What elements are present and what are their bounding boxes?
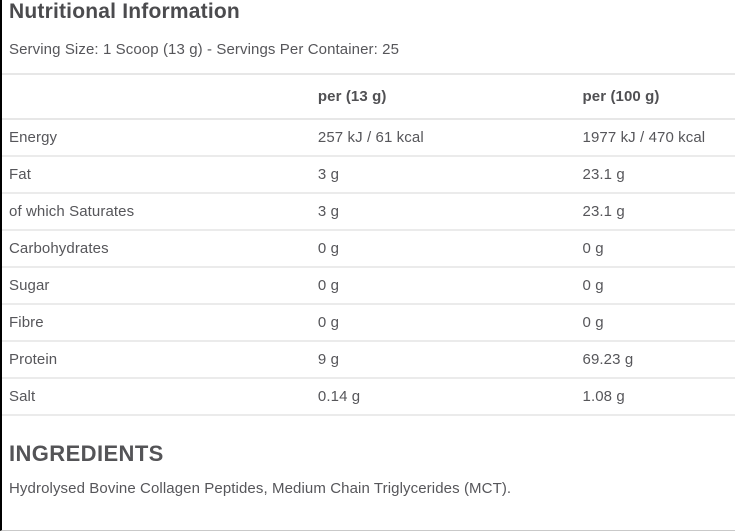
table-row: Fibre 0 g 0 g	[2, 304, 735, 343]
nutrient-label: Fibre	[2, 304, 318, 343]
ingredients-heading: INGREDIENTS	[9, 441, 164, 467]
table-row: Fat 3 g 23.1 g	[2, 156, 735, 195]
column-header-per-100g: per (100 g)	[582, 74, 735, 121]
per-100g-value: 69.23 g	[582, 341, 735, 380]
table-row: Carbohydrates 0 g 0 g	[2, 230, 735, 269]
nutrient-label: Fat	[2, 156, 318, 195]
per-100g-value: 23.1 g	[582, 193, 735, 232]
per-serving-value: 0 g	[317, 304, 583, 343]
nutrition-table: per (13 g) per (100 g) Energy 257 kJ / 6…	[2, 73, 735, 417]
column-header-per-serving: per (13 g)	[317, 74, 583, 121]
table-row: Energy 257 kJ / 61 kcal 1977 kJ / 470 kc…	[2, 119, 735, 158]
nutrition-table-header: per (13 g) per (100 g)	[2, 74, 735, 121]
per-100g-value: 0 g	[582, 267, 735, 306]
per-serving-value: 257 kJ / 61 kcal	[317, 119, 583, 158]
nutrient-label: Protein	[2, 341, 318, 380]
table-row: Protein 9 g 69.23 g	[2, 341, 735, 380]
per-serving-value: 3 g	[317, 156, 583, 195]
per-serving-value: 0.14 g	[317, 378, 583, 417]
page-title: Nutritional Information	[9, 0, 240, 23]
per-100g-value: 23.1 g	[582, 156, 735, 195]
nutrient-label: Energy	[2, 119, 318, 158]
per-100g-value: 0 g	[582, 304, 735, 343]
nutrient-label: of which Saturates	[2, 193, 318, 232]
ingredients-text: Hydrolysed Bovine Collagen Peptides, Med…	[9, 480, 512, 498]
nutrition-table-body: Energy 257 kJ / 61 kcal 1977 kJ / 470 kc…	[2, 119, 735, 417]
table-row: Salt 0.14 g 1.08 g	[2, 378, 735, 417]
table-row: Sugar 0 g 0 g	[2, 267, 735, 306]
per-100g-value: 1977 kJ / 470 kcal	[582, 119, 735, 158]
nutrient-label: Carbohydrates	[2, 230, 318, 269]
header-row: per (13 g) per (100 g)	[2, 74, 735, 121]
per-serving-value: 0 g	[317, 267, 583, 306]
per-100g-value: 0 g	[582, 230, 735, 269]
per-serving-value: 9 g	[317, 341, 583, 380]
per-serving-value: 3 g	[317, 193, 583, 232]
column-header-nutrient	[2, 74, 318, 121]
per-100g-value: 1.08 g	[582, 378, 735, 417]
nutrient-label: Salt	[2, 378, 318, 417]
nutrient-label: Sugar	[2, 267, 318, 306]
per-serving-value: 0 g	[317, 230, 583, 269]
serving-size-info: Serving Size: 1 Scoop (13 g) - Servings …	[9, 41, 400, 59]
table-row: of which Saturates 3 g 23.1 g	[2, 193, 735, 232]
